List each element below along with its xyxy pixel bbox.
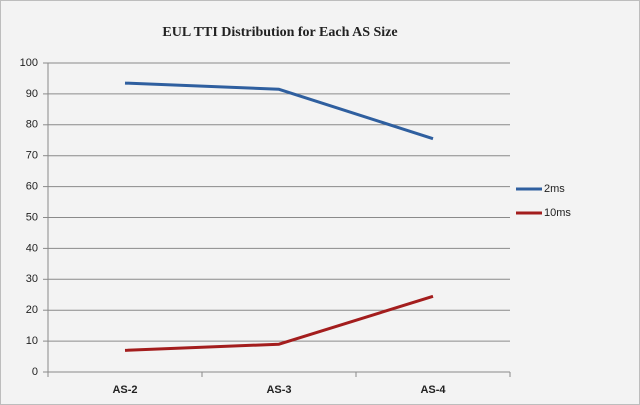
- y-tick-label: 100: [20, 57, 38, 69]
- y-tick-label: 10: [26, 335, 38, 347]
- y-tick-label: 40: [26, 242, 38, 254]
- legend-label: 10ms: [544, 207, 571, 219]
- x-tick-label: AS-3: [266, 384, 291, 396]
- y-tick-label: 50: [26, 211, 38, 223]
- y-tick-label: 80: [26, 119, 38, 131]
- x-tick-label: AS-2: [112, 384, 137, 396]
- x-tick-label: AS-4: [420, 384, 446, 396]
- series-line: [124, 81, 434, 141]
- series-line: [124, 294, 434, 352]
- y-tick-label: 20: [26, 304, 38, 316]
- y-tick-label: 90: [26, 88, 38, 100]
- chart-title: EUL TTI Distribution for Each AS Size: [162, 25, 397, 40]
- y-tick-label: 60: [26, 181, 38, 193]
- y-tick-label: 70: [26, 150, 38, 162]
- y-tick-label: 30: [26, 273, 38, 285]
- legend-label: 2ms: [544, 183, 565, 195]
- y-tick-label: 0: [32, 366, 38, 378]
